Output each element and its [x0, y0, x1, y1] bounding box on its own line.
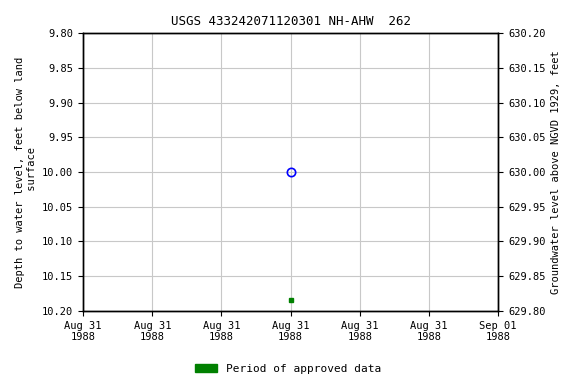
Title: USGS 433242071120301 NH-AHW  262: USGS 433242071120301 NH-AHW 262 — [170, 15, 411, 28]
Y-axis label: Depth to water level, feet below land
 surface: Depth to water level, feet below land su… — [15, 56, 37, 288]
Y-axis label: Groundwater level above NGVD 1929, feet: Groundwater level above NGVD 1929, feet — [551, 50, 561, 294]
Legend: Period of approved data: Period of approved data — [191, 359, 385, 379]
